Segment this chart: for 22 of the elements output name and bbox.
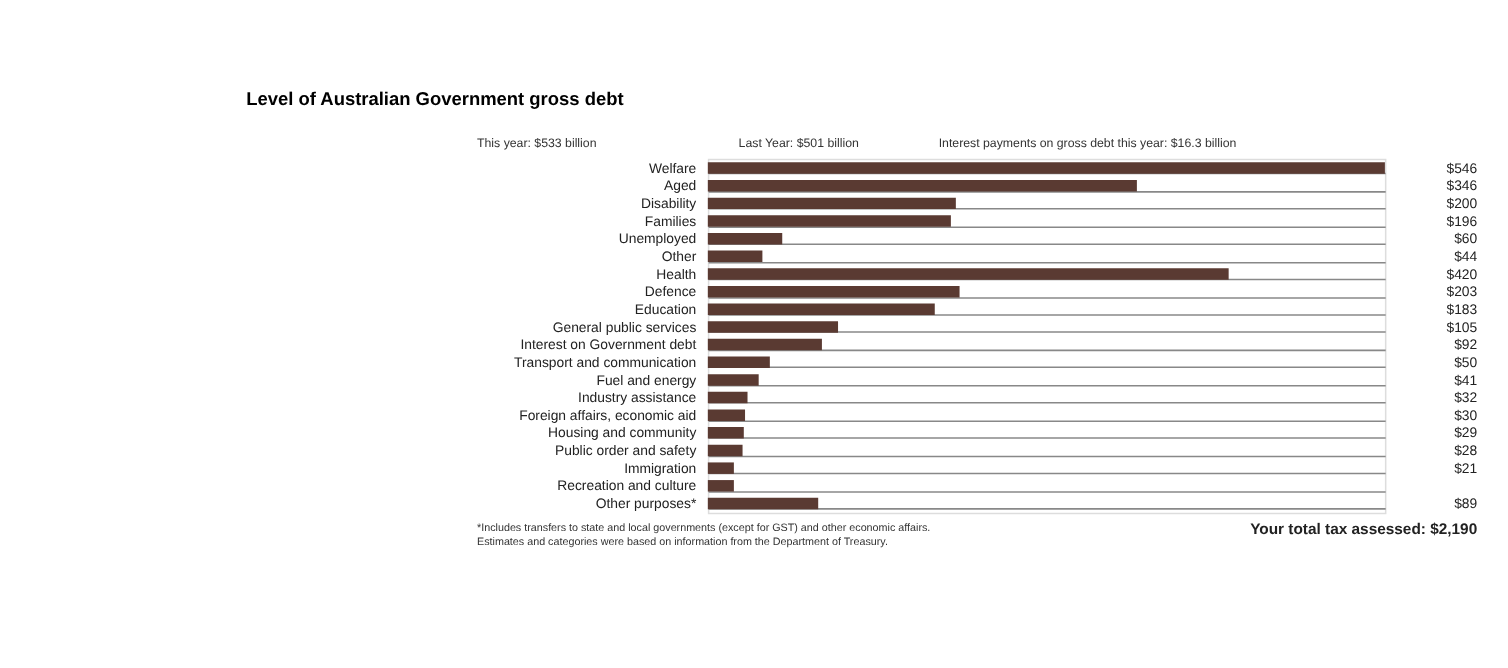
- bar: [707, 162, 1385, 174]
- bar: [707, 391, 748, 404]
- bar: [707, 374, 759, 386]
- bar: [707, 215, 951, 227]
- bar: [707, 303, 935, 316]
- bar: [707, 427, 744, 439]
- bar: [707, 285, 960, 298]
- text: Level of Australian Government gross debt: [246, 88, 624, 109]
- bar: [707, 250, 763, 263]
- bar: [707, 480, 734, 492]
- text: Your total tax assessed: $2,190: [1250, 520, 1478, 539]
- bar: [707, 197, 956, 210]
- bar: [707, 338, 822, 351]
- bar: [707, 179, 1137, 192]
- bar: [707, 356, 770, 368]
- bar: [707, 321, 839, 333]
- bar: [707, 232, 783, 245]
- bar: [707, 497, 819, 510]
- bar: [707, 444, 743, 457]
- bar: [707, 409, 746, 421]
- bar: [707, 462, 734, 474]
- bar: [707, 268, 1229, 280]
